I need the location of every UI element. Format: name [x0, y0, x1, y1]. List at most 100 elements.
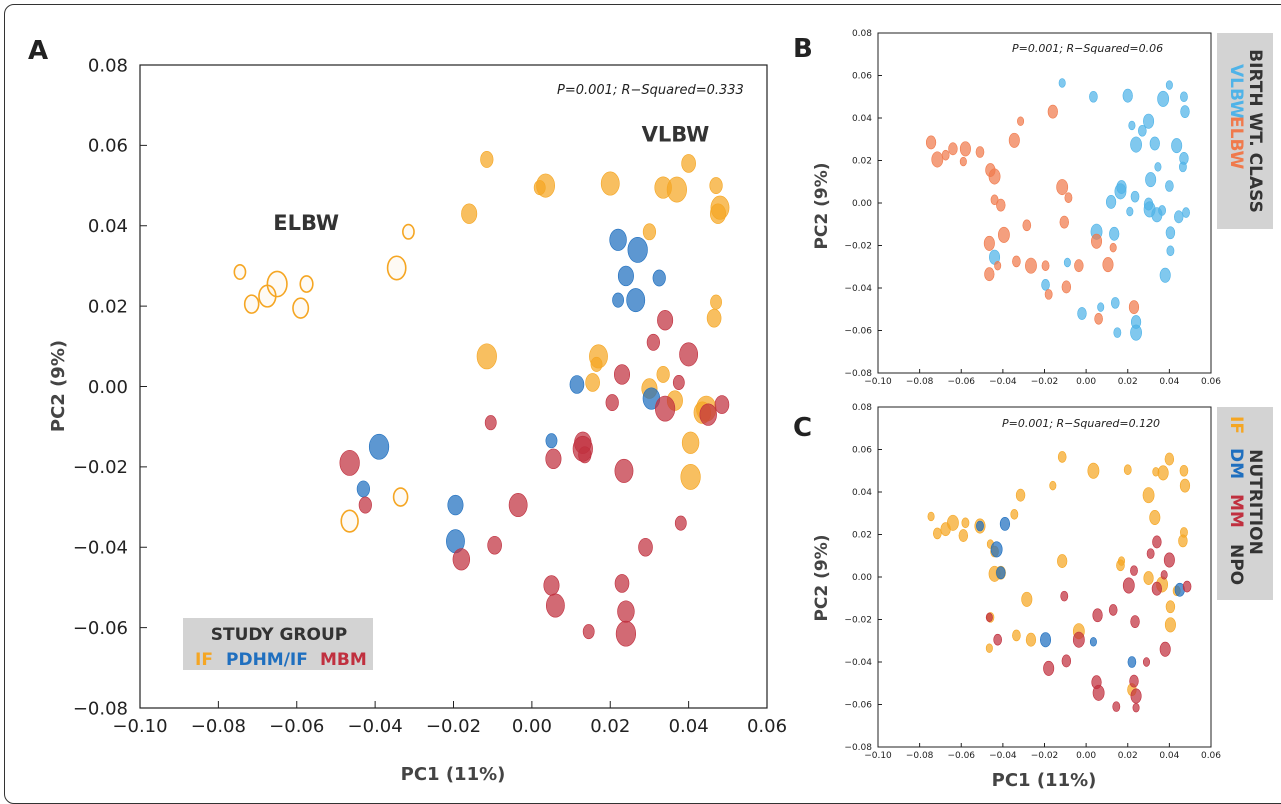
point-if [1142, 487, 1155, 504]
point-mm [993, 633, 1002, 646]
point-mbm [578, 446, 592, 464]
point-elbw [1074, 259, 1084, 273]
point-if [1165, 600, 1176, 614]
point-vlbw [1180, 91, 1188, 103]
point-mm [1132, 702, 1140, 713]
point-elbw [1091, 233, 1103, 249]
point-if [1164, 617, 1176, 633]
point-if [1087, 462, 1100, 479]
point-vlbw [1138, 124, 1147, 137]
point-elbw [1128, 300, 1140, 315]
x-tick-label: 0.02 [1118, 751, 1138, 761]
legend-entry-pdhm: PDHM/IF [226, 650, 308, 670]
point-mbm [672, 374, 685, 390]
legend-nutrition: NUTRITION IF DM MM NPO [1217, 407, 1273, 600]
point-mm [1146, 548, 1155, 559]
legend-birth-weight: BIRTH WT. CLASS VLBW ELBW [1217, 33, 1273, 229]
x-tick-label: −0.04 [348, 716, 403, 737]
legend-entry-if: IF [195, 650, 213, 670]
point-if [1157, 465, 1169, 481]
point-mbm [543, 575, 560, 596]
point-vlbw [1041, 279, 1050, 291]
point-elbw [959, 141, 971, 157]
panel-letter-c: C [793, 413, 812, 443]
point-pdhm-if [652, 269, 666, 287]
point-mbm [614, 364, 631, 385]
point-pdhm-if [569, 375, 585, 394]
y-tick-label: 0.08 [852, 29, 872, 39]
x-tick-label: 0.04 [669, 716, 709, 737]
point-if [1178, 534, 1188, 548]
y-tick-label: 0.06 [852, 72, 872, 82]
point-vlbw [1126, 206, 1134, 217]
point-if [1149, 509, 1161, 525]
point-vlbw [1165, 180, 1174, 192]
point-vlbw [1063, 257, 1071, 268]
legend-entry-vlbw: VLBW [1226, 64, 1246, 119]
point-elbw [1044, 289, 1053, 300]
point-mbm [646, 333, 660, 351]
point-elbw [1025, 257, 1037, 274]
panel-c-xlabel: PC1 (11%) [992, 770, 1097, 790]
point-pdhm-if [545, 433, 558, 449]
point-if [709, 177, 723, 194]
point-vlbw [1113, 327, 1122, 338]
point-mm [1159, 641, 1171, 657]
point-if [1021, 591, 1033, 607]
point-dm [996, 566, 1006, 580]
legend-title: NUTRITION [1245, 449, 1265, 555]
point-if [299, 275, 314, 293]
point-vlbw [1179, 151, 1189, 165]
x-tick-label: −0.04 [989, 377, 1017, 387]
point-vlbw [1114, 183, 1127, 200]
point-mbm [452, 548, 471, 571]
point-vlbw [1158, 205, 1166, 216]
point-if [710, 195, 730, 220]
point-dm [999, 516, 1011, 531]
x-tick-label: −0.02 [1031, 377, 1059, 387]
point-mbm [358, 496, 372, 514]
point-vlbw [1128, 120, 1136, 131]
x-tick-label: −0.10 [864, 751, 892, 761]
point-mm [1142, 657, 1150, 667]
x-tick-label: −0.10 [112, 716, 167, 737]
point-vlbw [1159, 267, 1171, 283]
point-elbw [1102, 257, 1114, 273]
point-vlbw [1157, 90, 1170, 107]
point-vlbw [1110, 297, 1120, 309]
point-if [1049, 480, 1057, 491]
group-label-elbw: ELBW [273, 211, 339, 235]
point-mbm [657, 309, 674, 331]
point-if [1179, 464, 1189, 477]
point-pdhm-if [617, 265, 634, 287]
point-vlbw [1109, 226, 1120, 241]
x-tick-label: −0.06 [947, 377, 975, 387]
point-pdhm-if [356, 480, 370, 498]
x-tick-label: −0.10 [864, 377, 892, 387]
point-if [1010, 509, 1019, 520]
y-tick-label: 0.08 [88, 55, 128, 76]
point-vlbw [1154, 162, 1162, 172]
group-label-vlbw: VLBW [642, 122, 710, 146]
point-elbw [1109, 242, 1117, 253]
point-if [1057, 451, 1067, 463]
point-if [266, 270, 288, 298]
panel-b-axes [877, 32, 1212, 374]
x-tick-label: 0.06 [1201, 377, 1221, 387]
x-tick-label: 0.06 [1201, 751, 1221, 761]
point-if [340, 509, 359, 533]
point-dm [990, 541, 1003, 558]
point-if [680, 464, 701, 490]
point-mm [1130, 565, 1138, 576]
point-vlbw [1180, 105, 1190, 119]
point-mbm [655, 395, 676, 422]
x-tick-label: 0.00 [512, 716, 552, 737]
point-if [386, 255, 407, 281]
y-tick-label: 0.00 [852, 199, 872, 209]
x-tick-label: 0.02 [1118, 377, 1138, 387]
point-if [706, 308, 722, 328]
point-if [1057, 554, 1068, 568]
x-tick-label: −0.02 [1031, 751, 1059, 761]
point-mm [1160, 570, 1168, 580]
point-elbw [1061, 280, 1072, 294]
